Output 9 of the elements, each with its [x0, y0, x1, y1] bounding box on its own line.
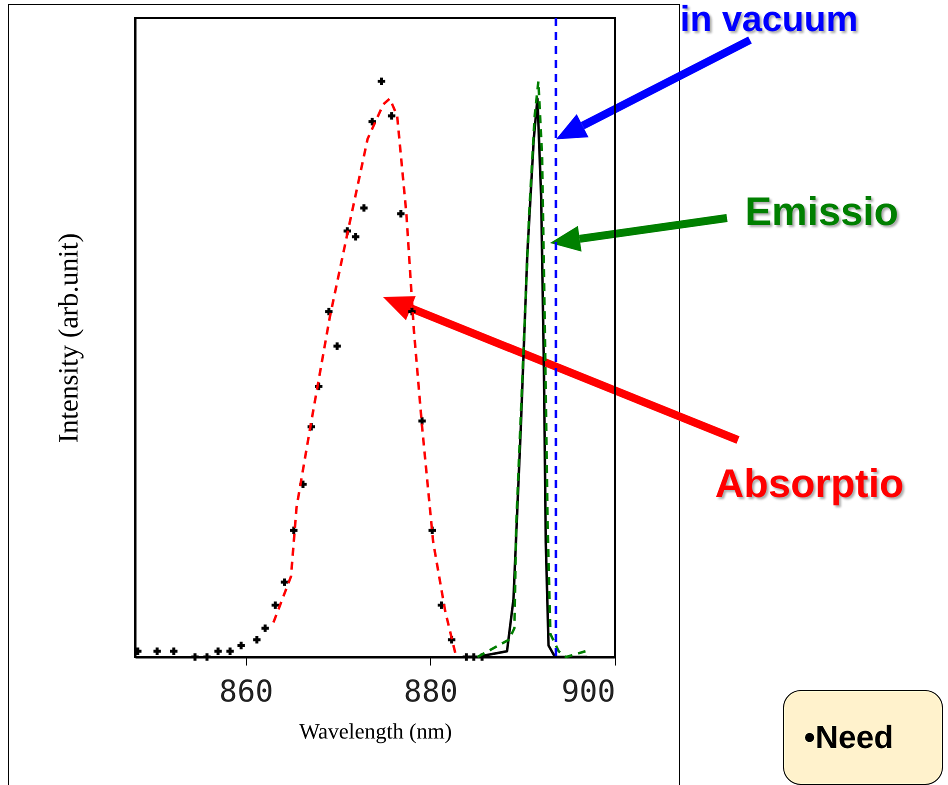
text: Absorptio: [715, 462, 904, 507]
text: Emissio: [745, 190, 898, 235]
x-tick-label: 880: [404, 674, 458, 710]
y-axis-title: Intensity (arb.unit): [54, 233, 84, 443]
x-tick-label: 900: [561, 674, 616, 710]
ref-line-label: in vacuum: [680, 0, 858, 40]
text: •Need: [783, 690, 943, 785]
x-tick-label: 860: [219, 674, 274, 710]
x-axis-title: Wavelength (nm): [299, 718, 452, 744]
